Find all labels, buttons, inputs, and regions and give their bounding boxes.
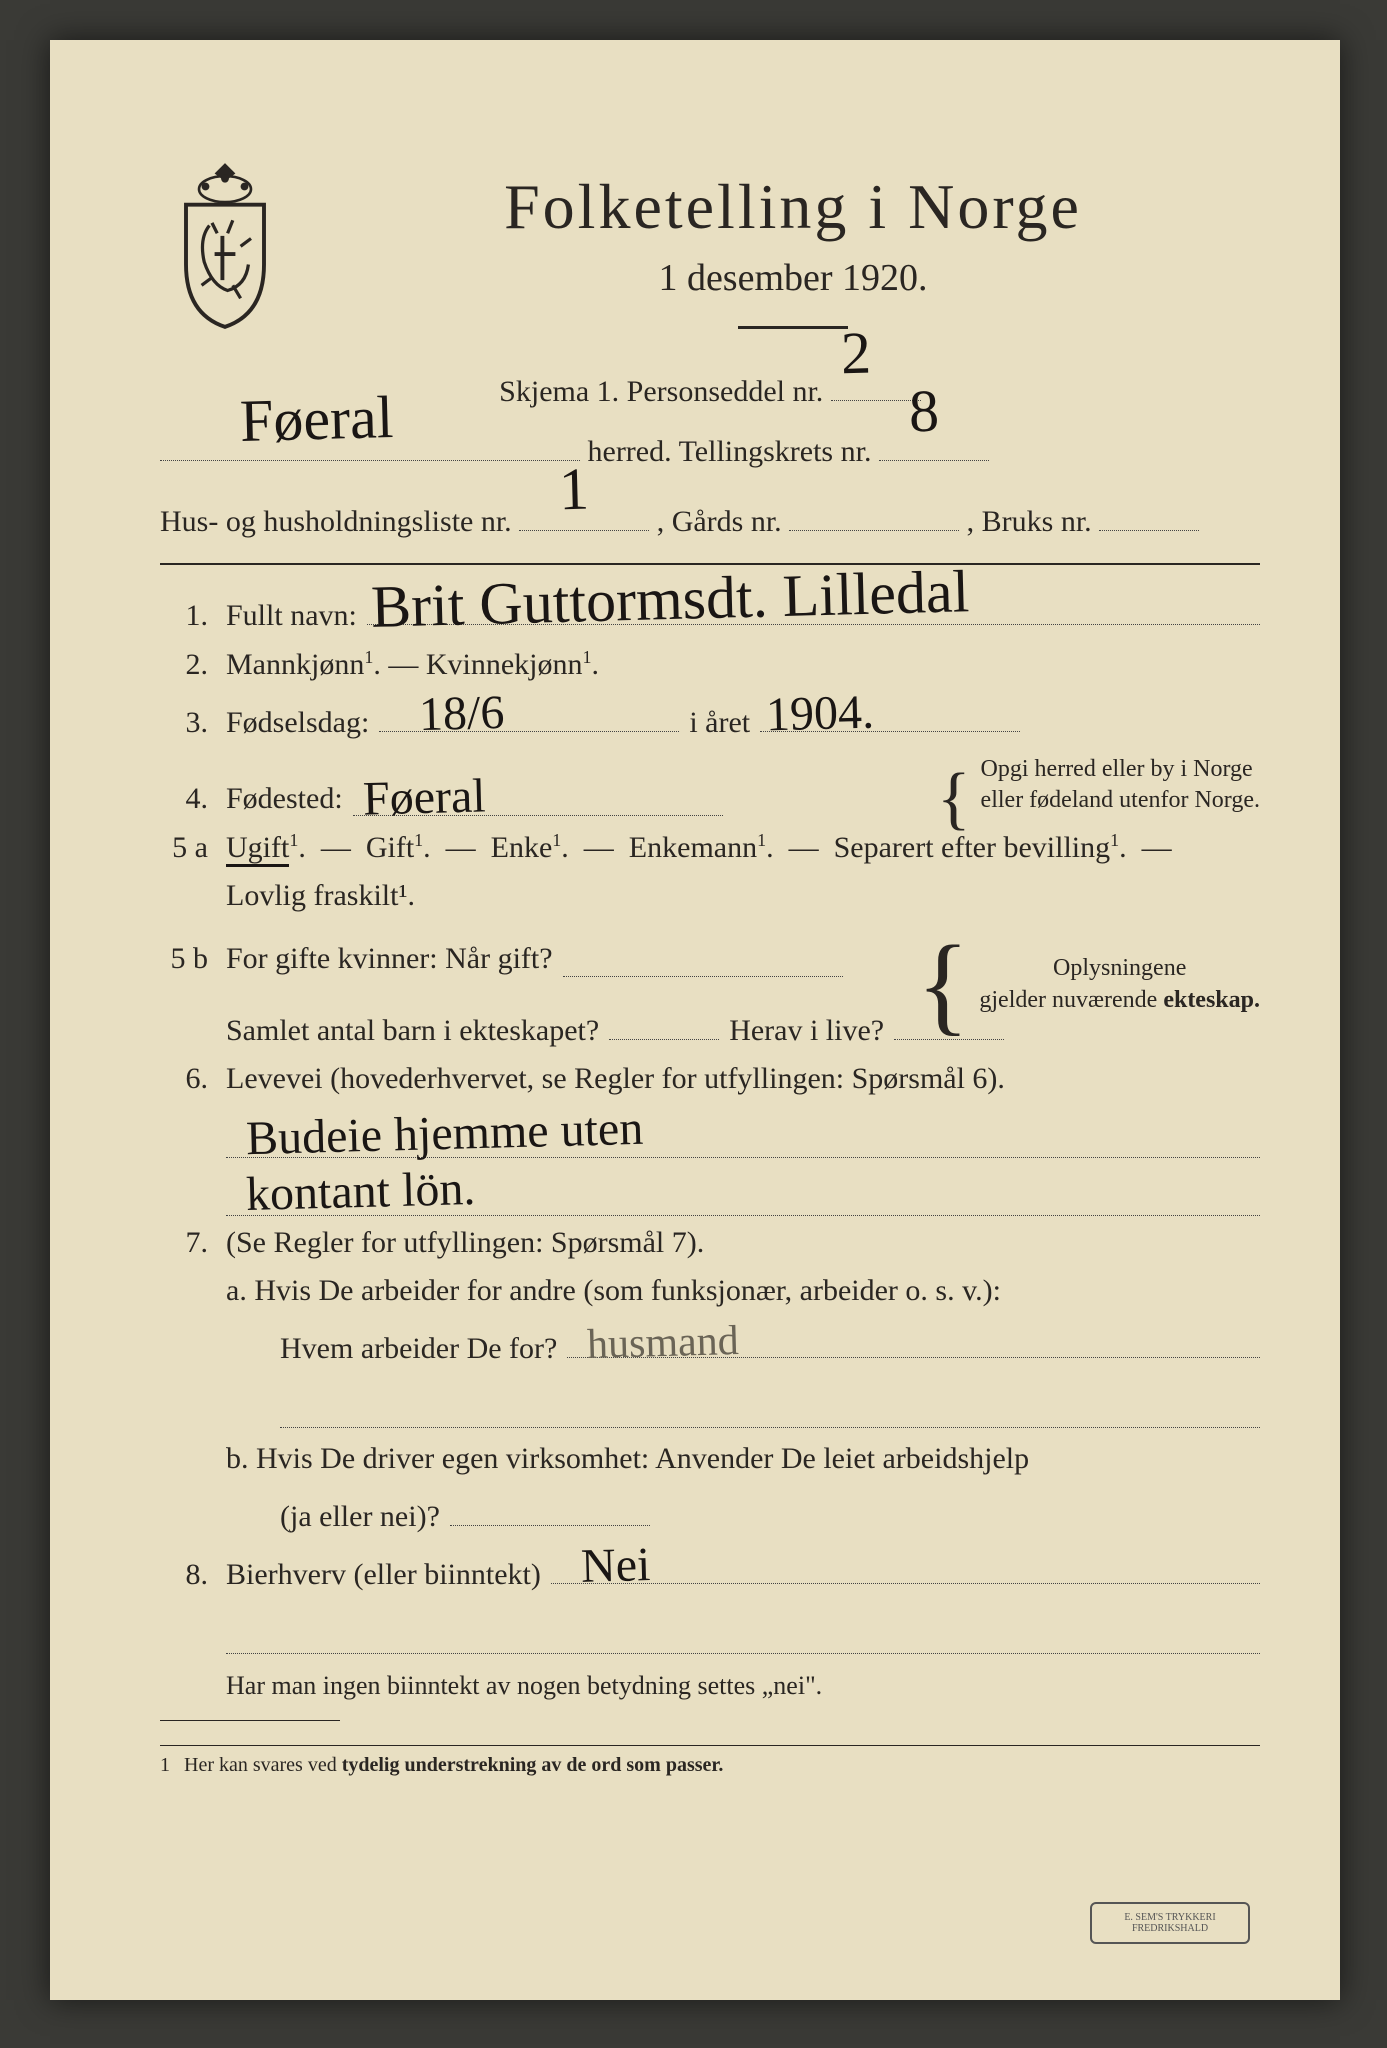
q6-label: Levevei (hovederhvervet, se Regler for u… <box>226 1062 1005 1096</box>
footnote-num: 1 <box>160 1754 170 1777</box>
footnote: 1 Her kan svares ved tydelig understrekn… <box>160 1745 1260 1777</box>
brace-icon: { <box>937 781 971 816</box>
printer-stamp: E. SEM'S TRYKKERI FREDRIKSHALD <box>1090 1902 1250 1944</box>
page-title: Folketelling i Norge <box>326 170 1260 244</box>
hushold-line: Hus- og husholdningsliste nr. 1 , Gårds … <box>160 495 1260 547</box>
q4-value: Føeral <box>362 769 486 827</box>
q7a-extra-line <box>280 1380 1260 1428</box>
q2-b: . — Kvinnekjønn <box>373 648 582 681</box>
q7a-q: Hvem arbeider De for? <box>280 1332 557 1366</box>
q5b-l1: For gifte kvinner: Når gift? <box>226 942 553 976</box>
q6-row: 6. Levevei (hovederhvervet, se Regler fo… <box>160 1062 1260 1096</box>
bruks-label: , Bruks nr. <box>967 505 1092 538</box>
coat-of-arms-icon <box>160 160 290 330</box>
title-block: Folketelling i Norge 1 desember 1920. <box>326 160 1260 365</box>
q6-num: 6. <box>160 1062 216 1096</box>
divider-thin <box>160 1720 340 1721</box>
q7a-q-row: Hvem arbeider De for? husmand <box>160 1322 1260 1366</box>
herred-label: herred. Tellingskrets nr. <box>588 435 872 468</box>
q6-value2: kontant lön. <box>245 1161 476 1222</box>
q8-extra-line <box>226 1606 1260 1654</box>
q4-label: Fødested: <box>226 782 343 816</box>
q7-num: 7. <box>160 1226 216 1260</box>
q7a-label: a. Hvis De arbeider for andre (som funks… <box>226 1274 1001 1308</box>
q3-row: 3. Fødselsdag: 18/6 i året 1904. <box>160 696 1260 740</box>
q5b-l2a: Samlet antal barn i ekteskapet? <box>226 1014 599 1048</box>
stamp-line1: E. SEM'S TRYKKERI <box>1092 1912 1248 1923</box>
q8-value: Nei <box>580 1537 651 1594</box>
q7b-q-row: (ja eller nei)? <box>160 1490 1260 1534</box>
foot-note: Har man ingen biinntekt av nogen betydni… <box>160 1664 1260 1708</box>
skjema-label: Skjema 1. Personseddel nr. <box>499 375 823 408</box>
q5a-row: 5 a Ugift1. — Gift1. — Enke1. — Enkemann… <box>160 830 1260 865</box>
q3-year-value: 1904. <box>765 685 874 743</box>
q3-day-value: 18/6 <box>419 685 506 742</box>
q7a-label-row: a. Hvis De arbeider for andre (som funks… <box>160 1274 1260 1308</box>
q2-row: 2. Mannkjønn1. — Kvinnekjønn1. <box>160 647 1260 682</box>
q5a-row2: Lovlig fraskilt¹. <box>160 879 1260 913</box>
title-rule <box>738 326 848 329</box>
q2-a: Mannkjønn <box>226 648 364 681</box>
q6-answer: Budeie hjemme uten kontant lön. <box>160 1110 1260 1216</box>
q5a-selected: Ugift <box>226 831 289 867</box>
q2-num: 2. <box>160 648 216 682</box>
header: Folketelling i Norge 1 desember 1920. <box>160 160 1260 365</box>
q1-label: Fullt navn: <box>226 599 357 633</box>
q3-label: Fødselsdag: <box>226 706 369 740</box>
q3-mid: i året <box>689 706 750 740</box>
herred-line: Føeral herred. Tellingskrets nr. 8 <box>160 425 1260 477</box>
q4-note-b: eller fødeland utenfor Norge. <box>981 787 1260 813</box>
q5a-opts2: Lovlig fraskilt¹. <box>226 879 415 913</box>
q5b-row1: 5 b For gifte kvinner: Når gift? { Oplys… <box>160 927 1260 989</box>
q1-row: 1. Fullt navn: Brit Guttormsdt. Lilledal <box>160 589 1260 633</box>
gards-label: , Gårds nr. <box>657 505 782 538</box>
q1-num: 1. <box>160 599 216 633</box>
q7-label: (Se Regler for utfyllingen: Spørsmål 7). <box>226 1226 704 1260</box>
q5b-l2b: Herav i live? <box>729 1014 884 1048</box>
q8-num: 8. <box>160 1558 216 1592</box>
q5a-num: 5 a <box>160 831 216 865</box>
page-subtitle: 1 desember 1920. <box>326 256 1260 300</box>
stamp-line2: FREDRIKSHALD <box>1092 1923 1248 1934</box>
q1-value: Brit Guttormsdt. Lilledal <box>370 557 970 642</box>
q7a-value: husmand <box>587 1317 740 1369</box>
q7-row: 7. (Se Regler for utfyllingen: Spørsmål … <box>160 1226 1260 1260</box>
q7b-label: b. Hvis De driver egen virksomhet: Anven… <box>226 1442 1029 1476</box>
q8-row: 8. Bierhverv (eller biinntekt) Nei <box>160 1548 1260 1592</box>
q5b-note3: ekteskap. <box>1163 987 1260 1013</box>
hushold-label: Hus- og husholdningsliste nr. <box>160 505 512 538</box>
q3-num: 3. <box>160 706 216 740</box>
hushold-nr-value: 1 <box>558 438 591 541</box>
q4-row: 4. Fødested: Føeral { Opgi herred eller … <box>160 754 1260 816</box>
document-page: Folketelling i Norge 1 desember 1920. Sk… <box>50 40 1340 2000</box>
herred-value: Føeral <box>239 366 395 472</box>
personseddel-nr-value: 2 <box>839 302 872 405</box>
q7b-q: (ja eller nei)? <box>280 1500 440 1534</box>
q4-note: Opgi herred eller by i Norge eller fødel… <box>981 754 1260 816</box>
tellingskrets-value: 8 <box>908 360 941 463</box>
q5b-note1: Oplysningene <box>1053 955 1186 981</box>
q8-label: Bierhverv (eller biinntekt) <box>226 1558 541 1592</box>
q2-c: . <box>591 648 599 681</box>
q5b-note2: gjelder nuværende <box>979 987 1157 1013</box>
q4-num: 4. <box>160 782 216 816</box>
q6-value1: Budeie hjemme uten <box>245 1101 644 1166</box>
q5b-note: Oplysningene gjelder nuværende ekteskap. <box>979 953 1260 1015</box>
q4-note-a: Opgi herred eller by i Norge <box>981 756 1253 782</box>
q5b-num: 5 b <box>160 942 216 976</box>
q7b-label-row: b. Hvis De driver egen virksomhet: Anven… <box>160 1442 1260 1476</box>
